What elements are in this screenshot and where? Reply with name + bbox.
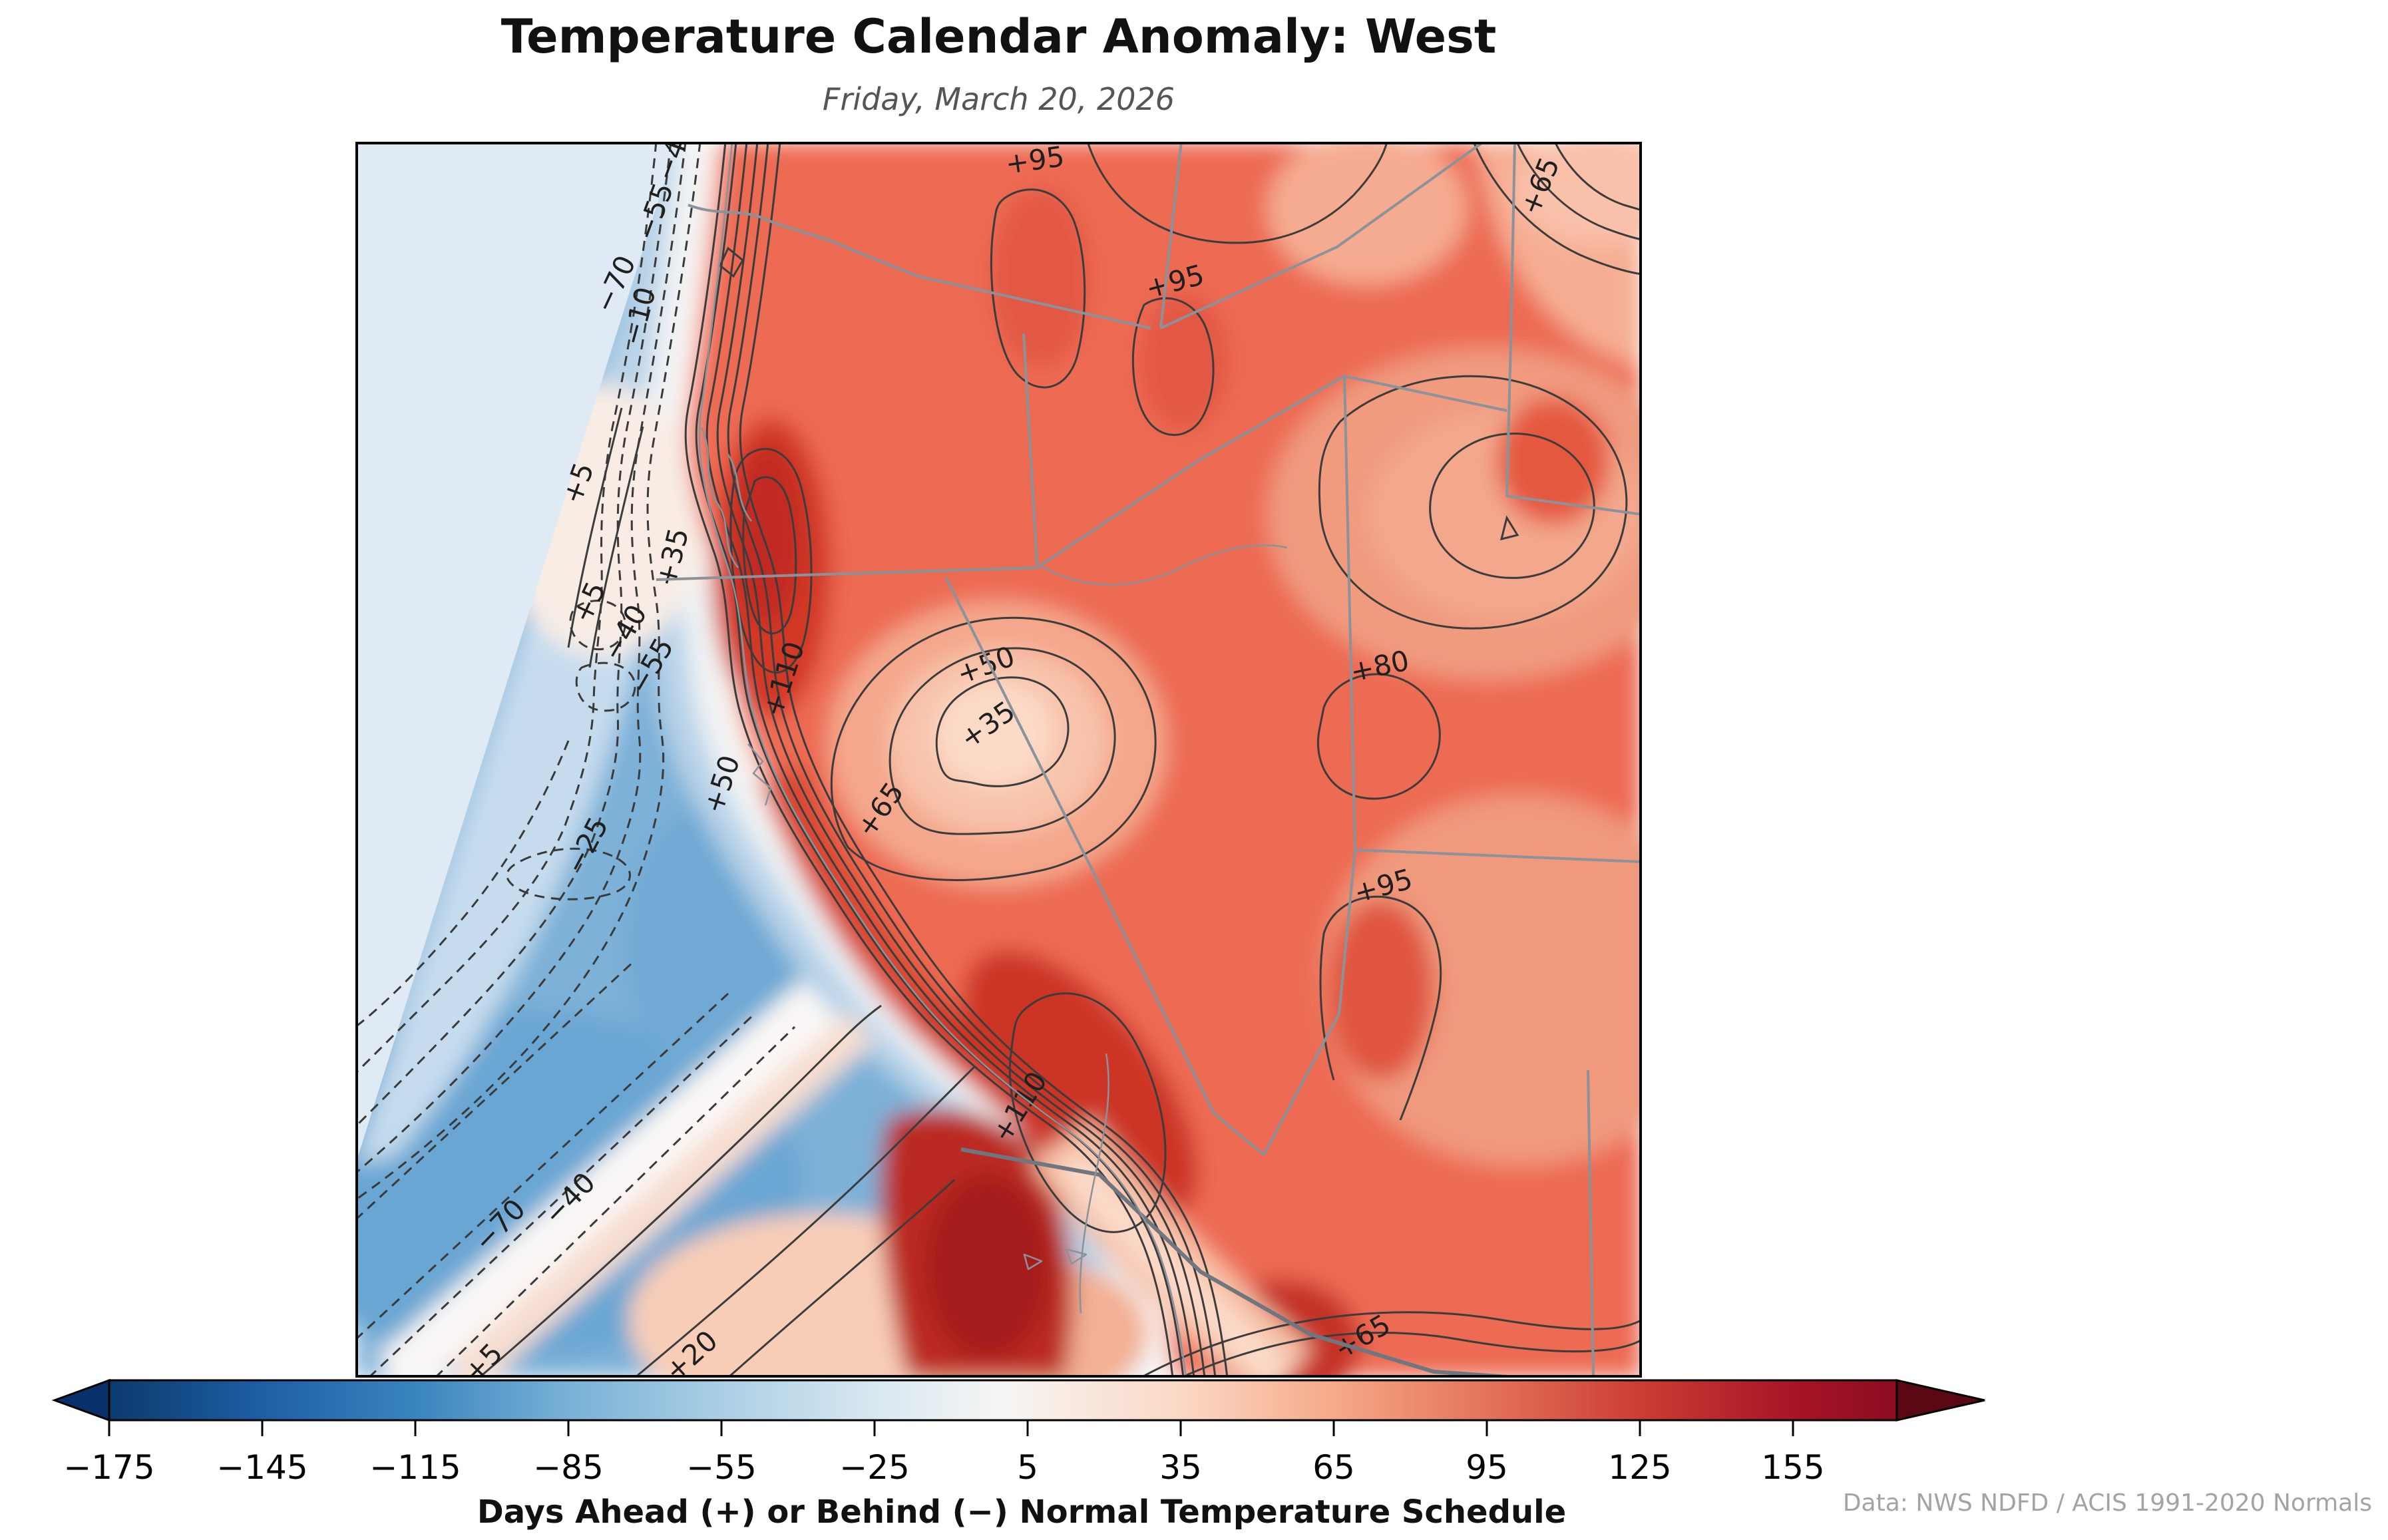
- colorbar-tick-label: −145: [216, 1448, 307, 1487]
- colorbar-over-arrow: [1895, 1379, 1985, 1422]
- colorbar: −175 −145 −115 −85 −55 −25 5 35 65 95 125 155: [51, 1378, 1985, 1487]
- colorbar-tick-label: −115: [369, 1448, 461, 1487]
- offshore-no-data-region: [355, 142, 677, 1165]
- colorbar-tick-label: 125: [1608, 1448, 1671, 1487]
- colorbar-tick-label: 65: [1312, 1448, 1355, 1487]
- colorbar-tick-label: −85: [533, 1448, 604, 1487]
- map-frame: [355, 142, 1642, 1378]
- colorbar-tick-label: −55: [686, 1448, 757, 1487]
- colorbar-under-arrow: [51, 1378, 110, 1422]
- colorbar-tick-label: −25: [839, 1448, 910, 1487]
- contour-lines: [355, 142, 1642, 1378]
- anomaly-field: [355, 142, 1642, 1378]
- colorbar-ticks: −175 −145 −115 −85 −55 −25 5 35 65 95 125 155: [63, 1420, 1825, 1487]
- colorbar-gradient-bar: [108, 1379, 1898, 1422]
- anomaly-map: −40−55−70−10+95+95+65+5+35+5−40−55 +110−2…: [355, 142, 1642, 1378]
- data-attribution: Data: NWS NDFD / ACIS 1991-2020 Normals: [1842, 1489, 2372, 1517]
- page-subtitle: Friday, March 20, 2026: [822, 81, 1175, 117]
- page-title: Temperature Calendar Anomaly: West: [500, 9, 1497, 64]
- colorbar-tick-label: 95: [1466, 1448, 1508, 1487]
- colorbar-label: Days Ahead (+) or Behind (−) Normal Temp…: [477, 1493, 1567, 1531]
- state-borders: [656, 142, 1642, 1378]
- colorbar-tick-label: 35: [1159, 1448, 1202, 1487]
- colorbar-tick-label: 155: [1761, 1448, 1824, 1487]
- colorbar-tick-label: −175: [63, 1448, 154, 1487]
- rivers-coastline: [698, 142, 1288, 1378]
- colorbar-tick-label: 5: [1017, 1448, 1038, 1487]
